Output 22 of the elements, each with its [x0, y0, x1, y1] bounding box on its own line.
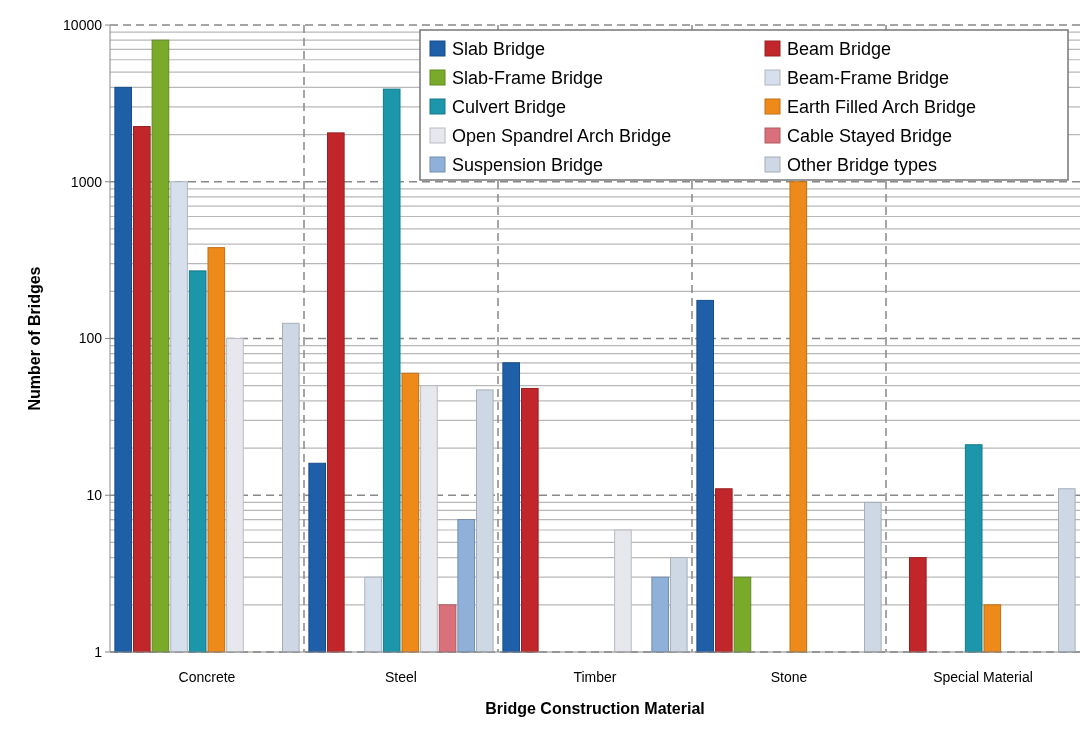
- legend-label: Other Bridge types: [787, 155, 938, 176]
- y-tick-label: 100: [78, 330, 103, 347]
- x-tick-label: Stone: [770, 669, 808, 685]
- y-tick-label: 10: [86, 487, 103, 504]
- x-axis-title: Bridge Construction Material: [485, 700, 705, 717]
- x-tick-label: Timber: [573, 669, 617, 685]
- legend-label: Open Spandrel Arch Bridge: [452, 126, 672, 147]
- y-tick-label: 1: [94, 643, 103, 660]
- legend-label: Beam Bridge: [787, 39, 892, 60]
- legend-label: Slab Bridge: [452, 39, 546, 60]
- x-tick-label: Concrete: [178, 669, 236, 685]
- y-tick-label: 1000: [70, 173, 103, 190]
- legend-label: Cable Stayed Bridge: [787, 126, 953, 147]
- y-axis-title: Number of Bridges: [26, 266, 43, 411]
- y-tick-label: 10000: [63, 16, 103, 33]
- legend-label: Beam-Frame Bridge: [787, 68, 950, 89]
- legend-label: Suspension Bridge: [452, 155, 604, 176]
- x-tick-label: Steel: [385, 669, 417, 685]
- legend-label: Earth Filled Arch Bridge: [787, 97, 977, 118]
- legend-label: Culvert Bridge: [452, 97, 567, 118]
- x-tick-label: Special Material: [933, 669, 1033, 685]
- legend-label: Slab-Frame Bridge: [452, 68, 604, 89]
